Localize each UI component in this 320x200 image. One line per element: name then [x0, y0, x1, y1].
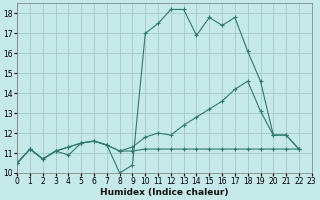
X-axis label: Humidex (Indice chaleur): Humidex (Indice chaleur)	[100, 188, 229, 197]
